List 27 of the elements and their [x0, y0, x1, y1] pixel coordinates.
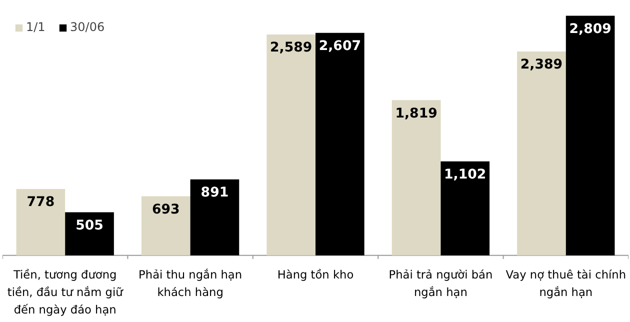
data-label: 1,102	[444, 168, 486, 183]
data-label: 1,819	[395, 106, 438, 122]
x-tick-label: Vay nợ thuê tài chính ngắn hạn	[506, 267, 626, 299]
legend-label: 1/1	[26, 20, 46, 34]
data-label: 2,809	[569, 22, 612, 37]
bar	[190, 179, 240, 256]
bar	[566, 16, 615, 256]
bar	[440, 161, 490, 256]
data-label: 891	[200, 186, 229, 201]
bar	[316, 32, 364, 256]
bar	[65, 212, 114, 256]
data-label: 778	[26, 195, 55, 210]
x-tick-label: Tiền, tương đương tiền, đầu tư nắm giữ đến ngày đáo hạn	[7, 267, 124, 316]
bar	[141, 196, 190, 256]
bar	[517, 52, 566, 256]
legend-label: 30/06	[70, 20, 105, 34]
data-label: 505	[76, 218, 104, 234]
data-label: 2,589	[270, 40, 312, 56]
data-label: 2,389	[520, 58, 563, 73]
x-tick-label: Phải thu ngắn hạn khách hàng	[138, 267, 242, 299]
data-label: 693	[152, 202, 180, 218]
bar	[392, 100, 441, 256]
bar	[16, 189, 66, 256]
x-tick-label: Hàng tồn kho	[277, 267, 354, 282]
x-tick-label: Phải trả người bán ngắn hạn	[388, 267, 493, 299]
bar	[266, 34, 316, 256]
data-label: 2,607	[318, 39, 362, 54]
